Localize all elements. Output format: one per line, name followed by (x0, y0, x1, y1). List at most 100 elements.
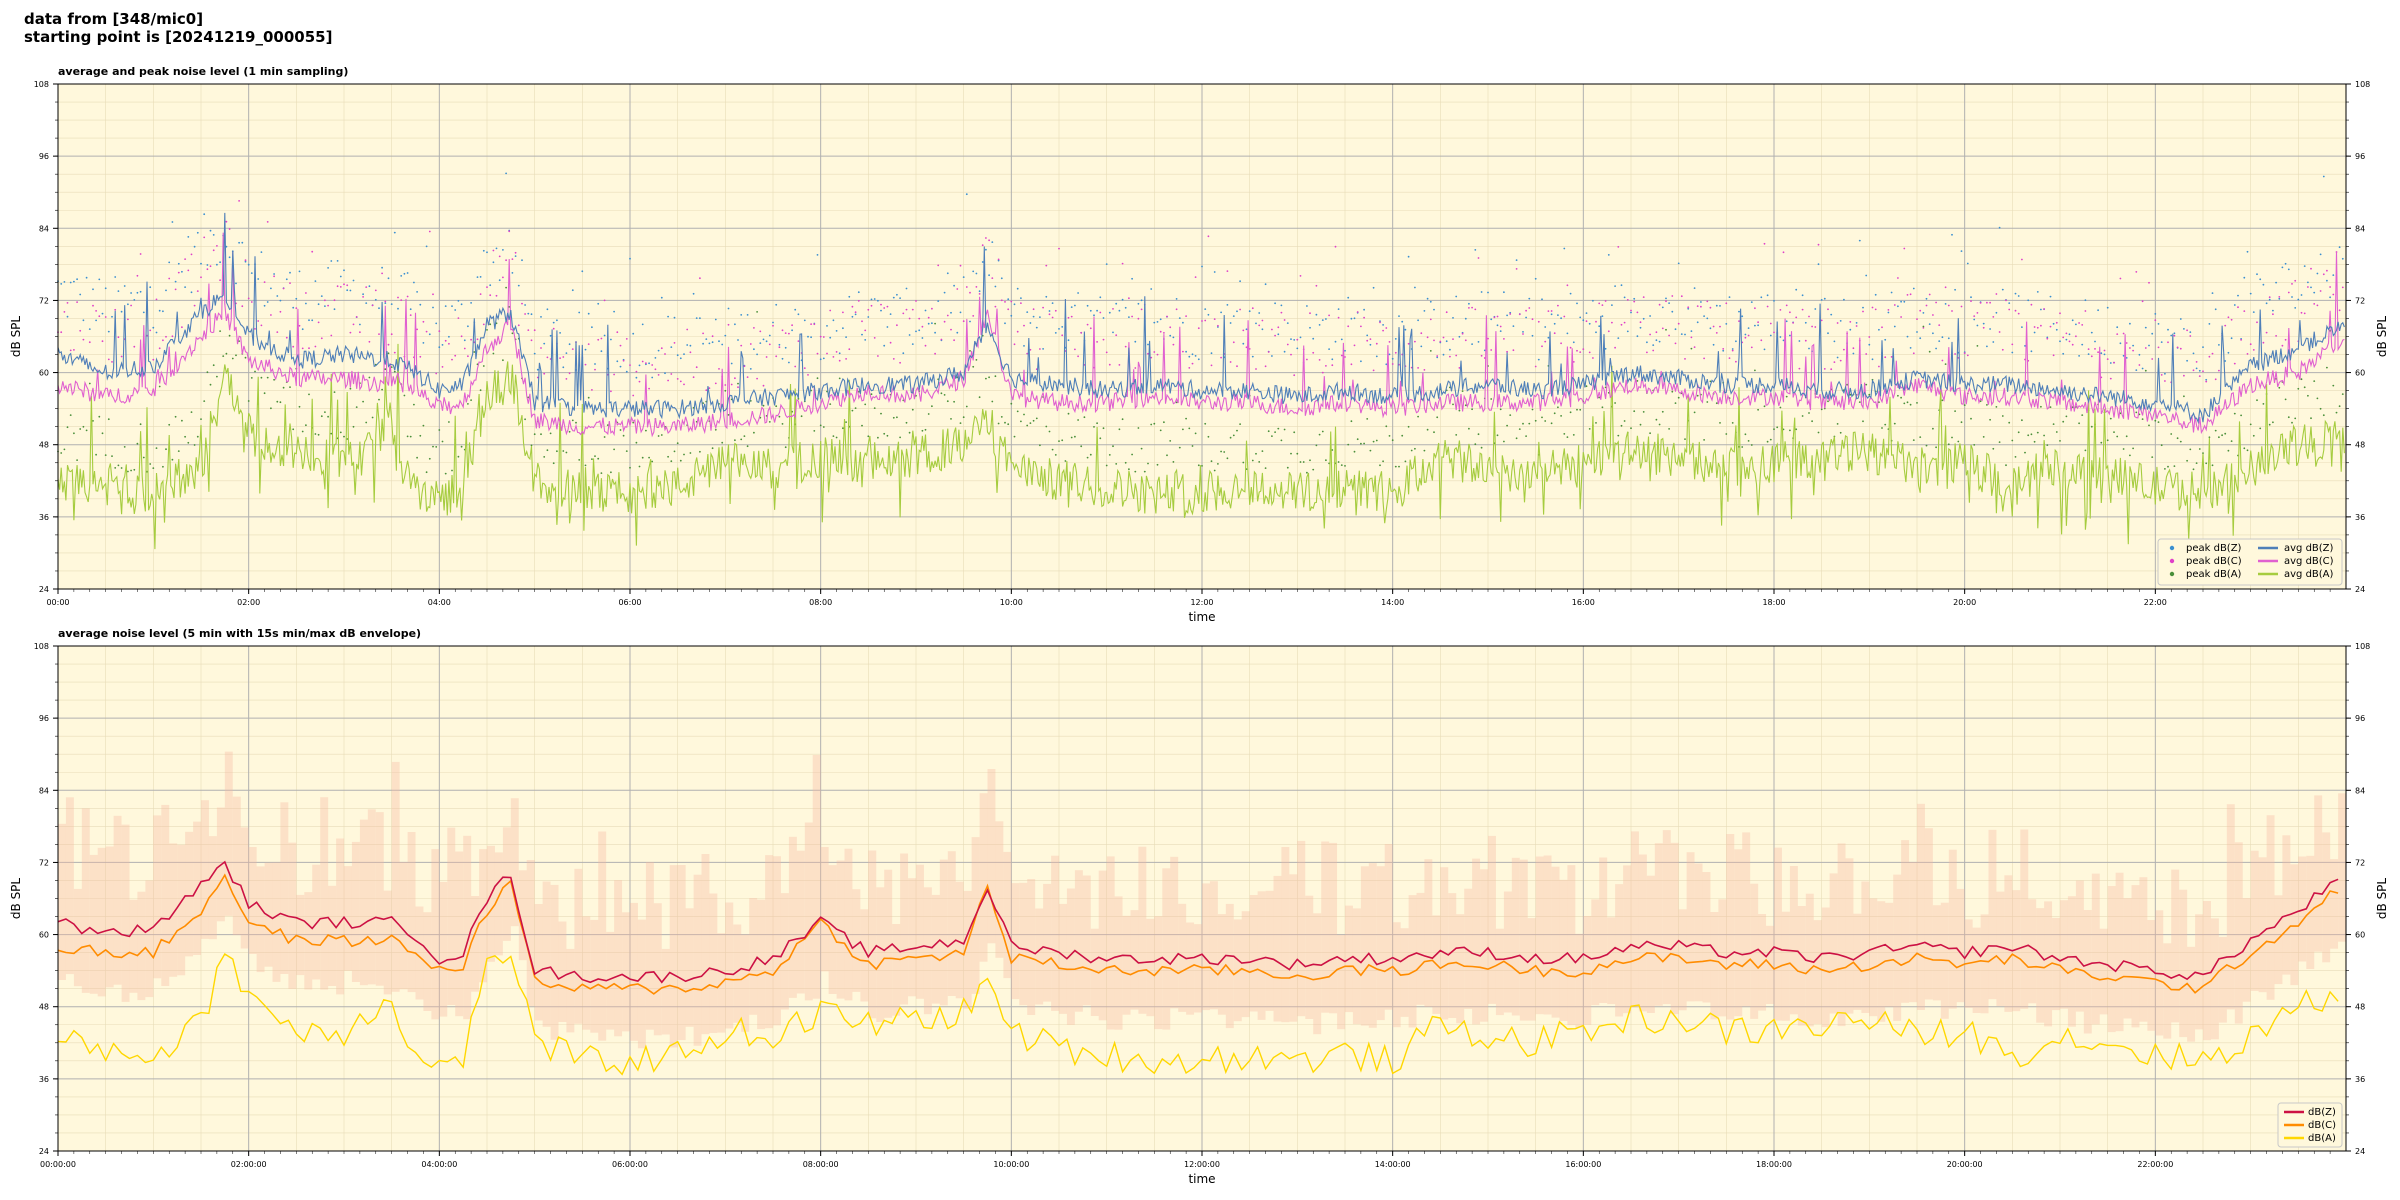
envelope-bar (1360, 866, 1369, 1026)
x-tick-label: 06:00:00 (612, 1160, 648, 1169)
peak-dot (1048, 310, 1051, 312)
envelope-bar (2338, 793, 2347, 942)
peak-dot (254, 328, 256, 330)
peak-dot (76, 278, 78, 281)
peak-dot (2122, 448, 2125, 450)
peak-dot (2113, 431, 2115, 433)
peak-dot (257, 278, 260, 280)
envelope-bar (1917, 803, 1925, 1010)
peak-dot (2081, 343, 2084, 346)
peak-dot (2176, 437, 2179, 440)
peak-dot (1388, 353, 1391, 356)
peak-dot (730, 383, 733, 386)
peak-dot (451, 358, 453, 361)
peak-dot (107, 330, 110, 333)
peak-dot (727, 323, 730, 326)
envelope-bar (558, 921, 567, 1022)
peak-dot (1957, 440, 1960, 443)
peak-dot (1201, 465, 1203, 467)
peak-dot (994, 375, 997, 378)
peak-dot (327, 304, 329, 307)
peak-dot (1792, 322, 1794, 324)
peak-dot (1700, 305, 1702, 308)
peak-dot (381, 266, 383, 269)
envelope-bar (1440, 867, 1449, 1020)
peak-dot (2167, 465, 2169, 468)
peak-dot (905, 308, 908, 311)
peak-dot (838, 377, 841, 380)
y-tick-label-left: 36 (39, 1075, 49, 1084)
peak-dot (632, 421, 635, 424)
peak-dot (1928, 293, 1931, 296)
peak-dot (2211, 464, 2214, 467)
peak-dot (1661, 327, 1664, 330)
peak-dot (1499, 325, 1502, 328)
peak-dot (489, 323, 492, 326)
peak-dot (1646, 351, 1648, 354)
peak-dot (320, 337, 323, 340)
envelope-bar (487, 845, 495, 962)
peak-dot (937, 300, 940, 302)
peak-dot (657, 349, 660, 352)
peak-dot (1261, 450, 1264, 452)
peak-dot (943, 320, 946, 323)
peak-dot (317, 321, 320, 324)
peak-dot (1773, 300, 1775, 302)
peak-dot (2148, 424, 2150, 427)
peak-dot (1960, 250, 1963, 253)
x-tick-label: 16:00:00 (1565, 1160, 1601, 1169)
peak-dot (1963, 404, 1966, 406)
x-tick-label: 22:00 (2144, 598, 2167, 607)
peak-dot (660, 296, 663, 299)
peak-dot (1700, 301, 1702, 303)
peak-dot (216, 263, 218, 266)
peak-dot (1658, 340, 1661, 343)
peak-dot (1340, 338, 1343, 341)
peak-dot (1909, 347, 1912, 349)
peak-dot (1245, 346, 1248, 349)
envelope-bar (256, 866, 265, 973)
peak-dot (1124, 461, 1127, 464)
peak-dot (845, 336, 847, 338)
peak-dot (438, 429, 441, 431)
peak-dot (343, 283, 345, 286)
peak-dot (1369, 338, 1372, 340)
peak-dot (1528, 307, 1531, 309)
peak-dot (1636, 380, 1639, 382)
peak-dot (1588, 351, 1591, 354)
envelope-bar (2179, 889, 2188, 1038)
peak-dot (2113, 361, 2115, 364)
peak-dot (184, 435, 187, 438)
envelope-bar (1281, 847, 1290, 1023)
peak-dot (1312, 337, 1315, 340)
peak-dot (629, 257, 631, 260)
peak-dot (165, 289, 167, 292)
peak-dot (104, 287, 107, 290)
envelope-bar (1376, 866, 1385, 1021)
peak-dot (142, 456, 145, 459)
peak-dot (854, 407, 857, 409)
legend-label: avg dB(A) (2284, 569, 2334, 580)
peak-dot (2170, 334, 2173, 337)
peak-dot (524, 304, 526, 306)
peak-dot (727, 414, 730, 416)
peak-dot (1576, 302, 1578, 305)
peak-dot (1178, 446, 1181, 449)
peak-dot (1468, 427, 1470, 430)
peak-dot (2138, 353, 2141, 356)
peak-dot (196, 290, 199, 292)
peak-dot (82, 338, 85, 341)
peak-dot (1604, 300, 1607, 302)
peak-dot (2144, 369, 2147, 372)
peak-dot (85, 429, 88, 432)
peak-dot (1547, 310, 1550, 312)
peak-dot (127, 318, 129, 321)
x-tick-label: 18:00:00 (1756, 1160, 1792, 1169)
peak-dot (1696, 394, 1699, 397)
peak-dot (807, 374, 809, 376)
peak-dot (1175, 401, 1178, 404)
peak-dot (1461, 332, 1464, 335)
peak-dot (530, 444, 533, 447)
peak-dot (1522, 331, 1524, 333)
